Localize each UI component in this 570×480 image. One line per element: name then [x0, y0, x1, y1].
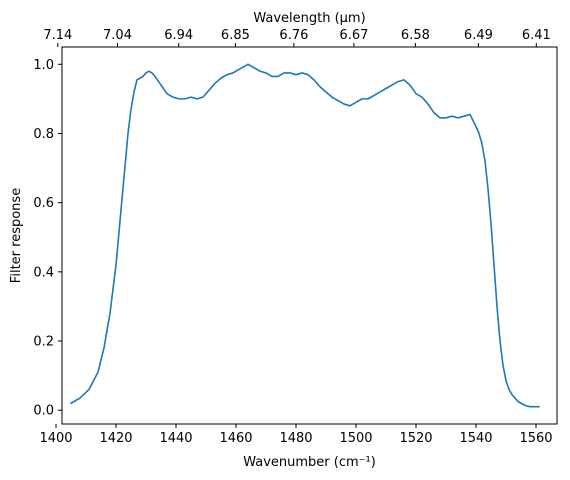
x-tick-label: 1440 [159, 431, 192, 446]
x-tick-label: 1400 [39, 431, 72, 446]
top-axis-title: Wavelength (μm) [253, 11, 365, 26]
top-tick-label: 6.76 [279, 28, 308, 43]
series-line-0 [70, 63, 540, 408]
left-y-axis: 0.0 0.2 0.4 0.6 0.8 1.0 [33, 58, 62, 419]
y-axis-title: Filter response [9, 188, 24, 283]
top-tick-label: 7.14 [43, 28, 72, 43]
top-tick-label: 6.49 [464, 28, 493, 43]
top-tick-label: 7.04 [103, 28, 132, 43]
top-tick-label: 6.41 [522, 28, 551, 43]
top-tick-label: 6.67 [339, 28, 368, 43]
top-tick-label: 6.94 [164, 28, 193, 43]
y-tick-label: 0.2 [33, 334, 54, 349]
x-tick-label: 1500 [339, 431, 372, 446]
x-tick-label: 1460 [219, 431, 252, 446]
top-tick-label: 6.85 [221, 28, 250, 43]
plot-frame [61, 46, 558, 425]
x-tick-label: 1420 [99, 431, 132, 446]
x-tick-label: 1560 [519, 431, 552, 446]
x-axis-title: Wavenumber (cm⁻¹) [243, 455, 376, 470]
y-tick-label: 0.4 [33, 265, 54, 280]
top-tick-label: 6.58 [401, 28, 430, 43]
x-tick-label: 1520 [399, 431, 432, 446]
y-tick-label: 0.6 [33, 196, 54, 211]
bottom-x-axis: 1400 1420 1440 1460 1480 1500 1520 1540 1560 [39, 424, 553, 446]
y-tick-label: 1.0 [33, 58, 54, 73]
x-tick-label: 1540 [459, 431, 492, 446]
y-tick-label: 0.0 [33, 404, 54, 419]
top-x-axis: 7.14 7.04 6.94 6.85 6.76 6.67 6.58 6.49 6.41 [43, 28, 551, 47]
series-layer [70, 63, 540, 408]
x-tick-label: 1480 [279, 431, 312, 446]
y-tick-label: 0.8 [33, 127, 54, 142]
